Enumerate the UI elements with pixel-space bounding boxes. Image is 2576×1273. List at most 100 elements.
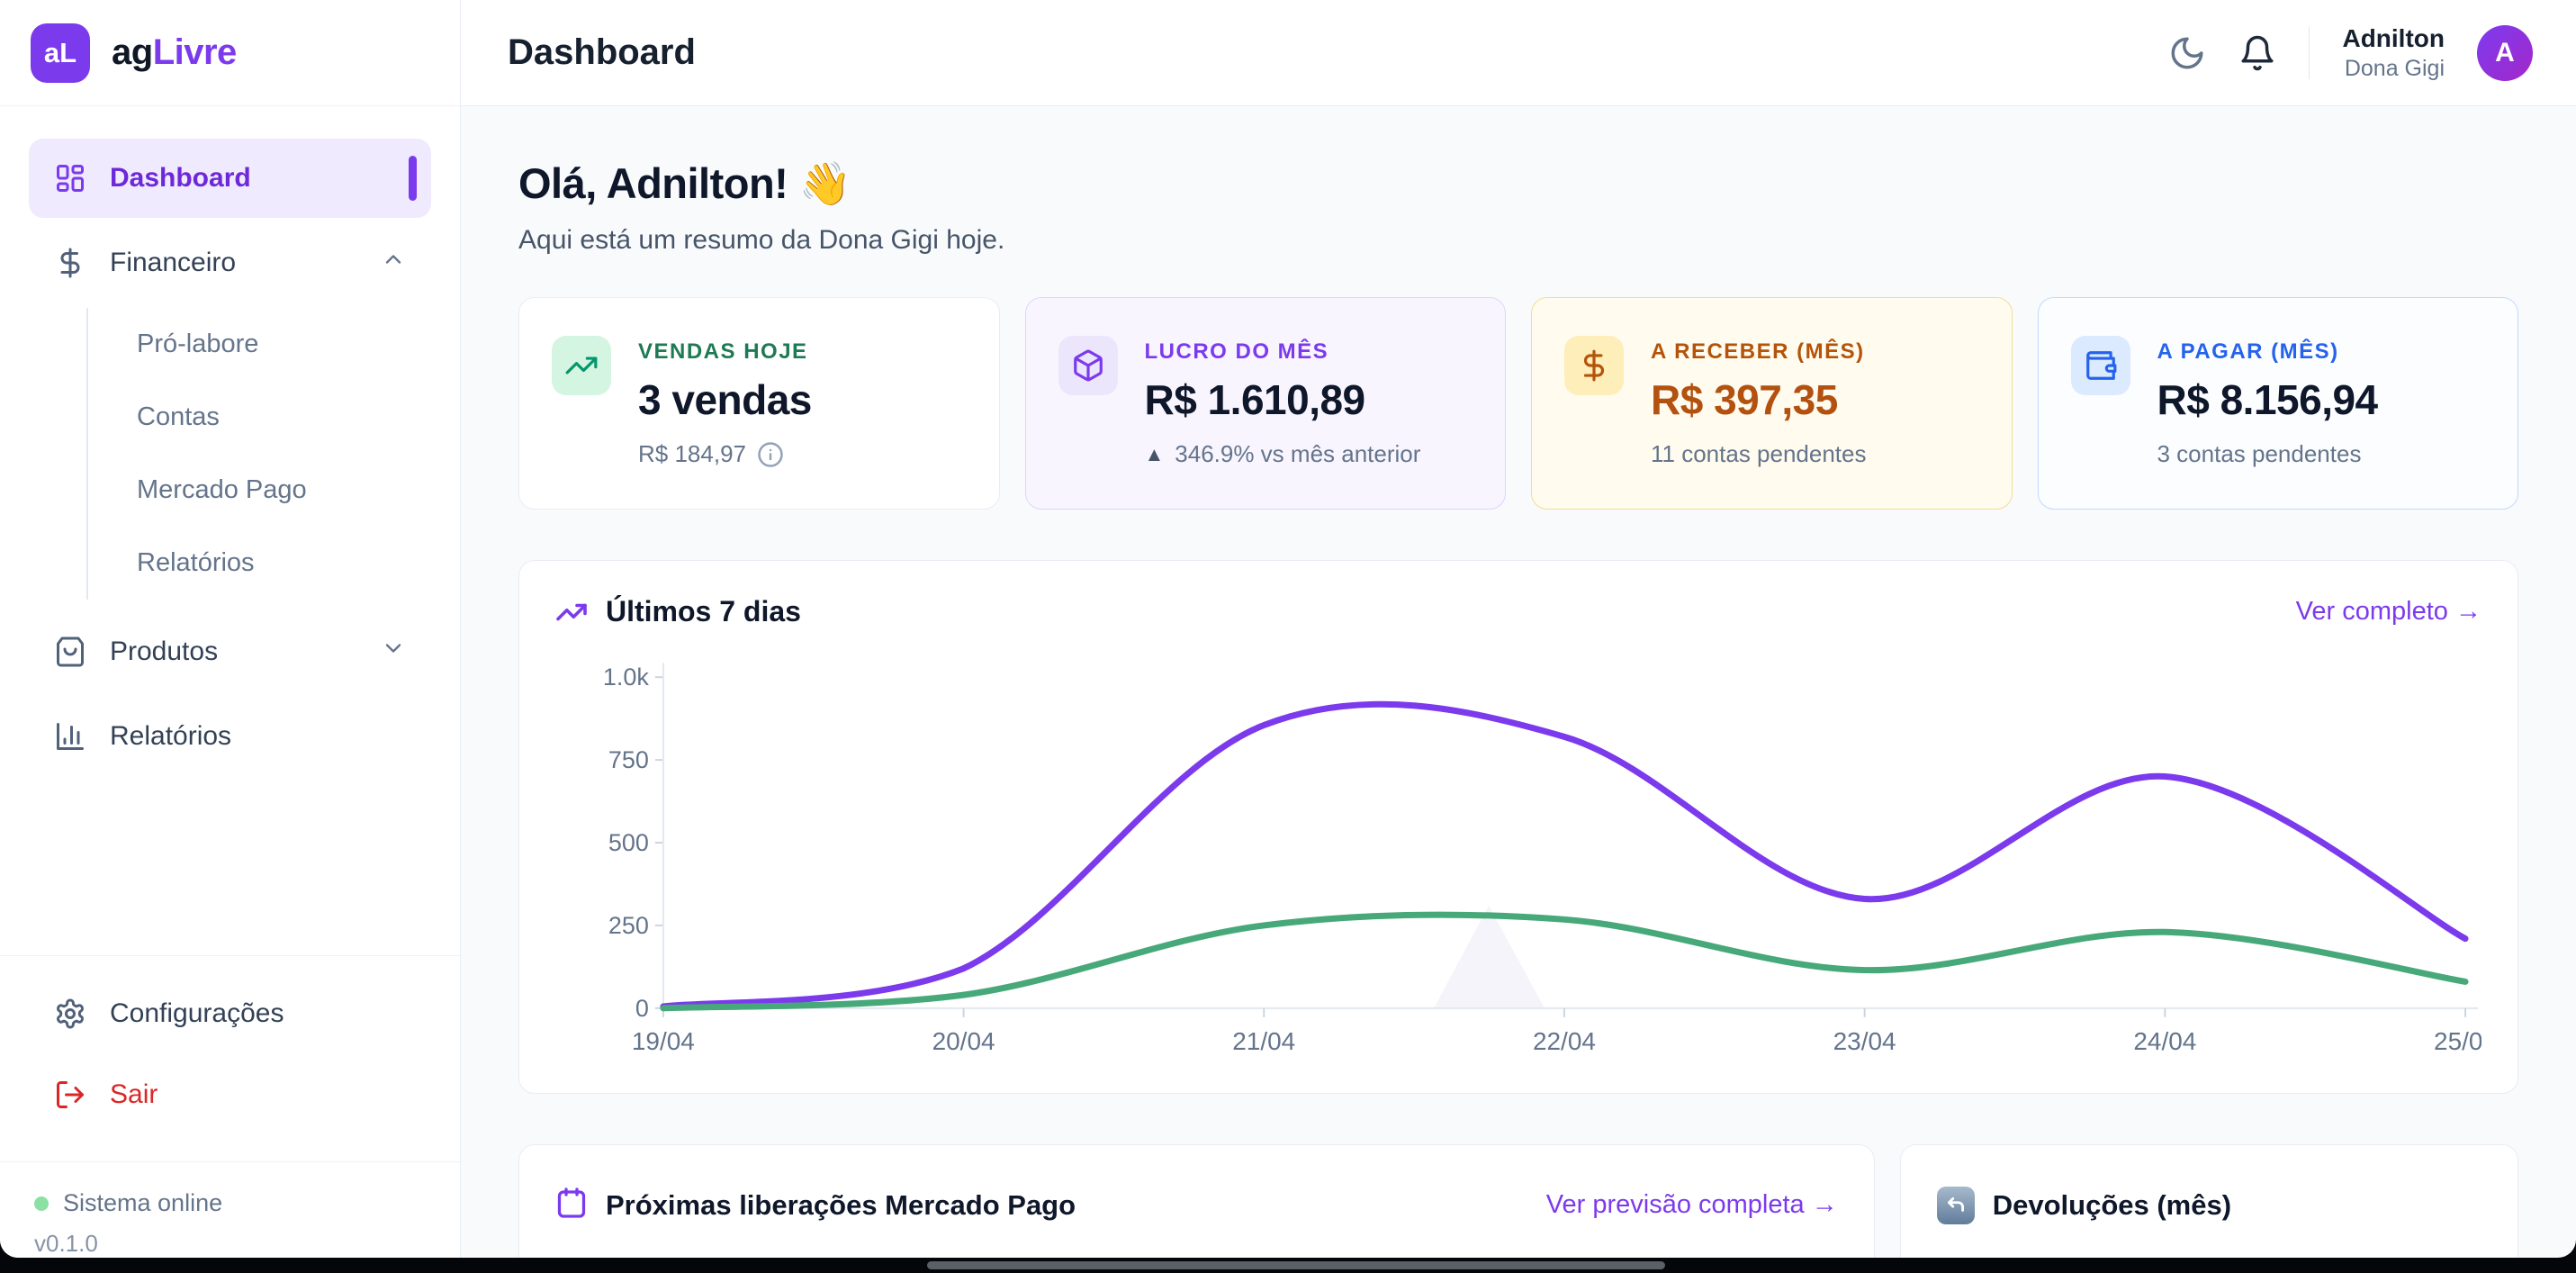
- stat-card-vendas-hoje: VENDAS HOJE 3 vendas R$ 184,97: [518, 297, 1000, 510]
- bottom-cards-row: Próximas liberações Mercado Pago Ver pre…: [518, 1144, 2518, 1258]
- return-arrow-icon: [1936, 1187, 1975, 1224]
- sidebar-footer: Sistema online v0.1.0: [0, 1161, 460, 1258]
- svg-text:23/04: 23/04: [1833, 1027, 1896, 1055]
- sidebar-item-produtos[interactable]: Produtos: [29, 612, 431, 691]
- svg-text:21/04: 21/04: [1232, 1027, 1295, 1055]
- header-actions: Adnilton Dona Gigi A: [2168, 24, 2533, 82]
- avatar[interactable]: A: [2477, 24, 2533, 81]
- top-header: Dashboard Adnilton Dona Gigi A: [461, 0, 2576, 106]
- sidebar-item-label: Dashboard: [110, 163, 251, 193]
- stat-card-lucro-mes: LUCRO DO MÊS R$ 1.610,89 ▲ 346.9% vs mês…: [1024, 297, 1506, 510]
- window-bottom-strip: [0, 1258, 2576, 1273]
- svg-text:0: 0: [635, 995, 649, 1022]
- card-header: Devoluções (mês): [1936, 1187, 2481, 1224]
- card-title: Devoluções (mês): [1992, 1189, 2232, 1221]
- sidebar-item-label: Relatórios: [110, 721, 232, 751]
- stats-row: VENDAS HOJE 3 vendas R$ 184,97 LUCRO DO …: [518, 297, 2518, 510]
- theme-toggle-button[interactable]: [2168, 34, 2206, 72]
- stat-card-a-receber: A RECEBER (MÊS) R$ 397,35 11 contas pend…: [1531, 297, 2013, 510]
- line-chart-canvas: 0 250 500 750 1.0k 19/04 20/04 21/04 22/04 23/04 2…: [603, 663, 2481, 1055]
- brand-header: aL agLivre: [0, 0, 460, 106]
- status-label: Sistema online: [63, 1189, 223, 1216]
- status-online-dot: [34, 1196, 49, 1211]
- stat-value: R$ 8.156,94: [2157, 376, 2379, 423]
- brand-name: agLivre: [112, 32, 237, 73]
- stat-value: 3 vendas: [638, 376, 812, 423]
- gear-icon: [57, 998, 84, 1029]
- brand-logo: aL: [31, 23, 90, 83]
- sidebar-item-label: Configurações: [110, 998, 284, 1028]
- svg-text:19/04: 19/04: [632, 1027, 695, 1055]
- sidebar: aL agLivre Dashboard Financeiro Pró-labo…: [0, 0, 461, 1258]
- sidebar-item-label: Produtos: [110, 636, 219, 666]
- sidebar-item-configuracoes[interactable]: Configurações: [29, 976, 431, 1052]
- chart-card-ultimos-7-dias: Últimos 7 dias Ver completo → 0 250 500 750…: [518, 560, 2518, 1094]
- svg-text:25/04: 25/04: [2434, 1027, 2481, 1055]
- card-devolucoes: Devoluções (mês): [1899, 1144, 2518, 1258]
- horizontal-scrollbar-thumb[interactable]: [927, 1261, 1665, 1269]
- trend-up-arrow: ▲: [1144, 442, 1165, 465]
- sidebar-item-relatorios[interactable]: Relatórios: [29, 697, 431, 776]
- header-divider: [2309, 26, 2310, 79]
- info-icon[interactable]: [757, 441, 784, 468]
- bell-icon: [2241, 35, 2274, 70]
- sidebar-subitem-mercado-pago[interactable]: Mercado Pago: [137, 475, 307, 504]
- stat-value: R$ 397,35: [1651, 376, 1838, 423]
- system-status: Sistema online: [34, 1189, 426, 1217]
- sidebar-subitem-contas[interactable]: Contas: [137, 402, 220, 431]
- user-org: Dona Gigi: [2344, 55, 2445, 81]
- stat-label: VENDAS HOJE: [638, 339, 808, 364]
- sidebar-item-label: Sair: [110, 1079, 158, 1109]
- financeiro-submenu: Pró-labore Contas Mercado Pago Relatórios: [86, 308, 431, 600]
- chevron-down-icon: [381, 636, 406, 668]
- trending-up-icon: [556, 603, 587, 620]
- svg-text:1.0k: 1.0k: [603, 664, 649, 691]
- dollar-icon: [60, 248, 80, 278]
- app-version: v0.1.0: [34, 1230, 98, 1257]
- sidebar-nav: Dashboard Financeiro Pró-labore Contas Mer…: [0, 106, 460, 781]
- brand-logo-mark: aL: [43, 36, 77, 68]
- svg-text:250: 250: [608, 912, 649, 939]
- ver-completo-link[interactable]: Ver completo →: [2295, 597, 2481, 626]
- brand-name-accent: Livre: [152, 32, 238, 72]
- wallet-icon: [2070, 336, 2130, 395]
- notifications-button[interactable]: [2238, 34, 2276, 72]
- card-header: Próximas liberações Mercado Pago Ver pre…: [555, 1187, 1838, 1223]
- wave-emoji: 👋: [798, 159, 852, 207]
- card-proximas-liberacoes: Próximas liberações Mercado Pago Ver pre…: [518, 1144, 1875, 1258]
- shopping-bag-icon: [57, 636, 84, 667]
- bar-chart-icon: [57, 723, 84, 750]
- sidebar-item-sair[interactable]: Sair: [29, 1057, 431, 1133]
- brand-name-prefix: ag: [112, 32, 153, 72]
- chevron-up-icon: [381, 247, 406, 279]
- chart-card-header: Últimos 7 dias Ver completo →: [555, 595, 2481, 628]
- logout-icon: [57, 1081, 84, 1108]
- stat-sub: 3 contas pendentes: [2157, 440, 2362, 467]
- chart-title: Últimos 7 dias: [606, 595, 801, 627]
- calendar-icon: [555, 1187, 588, 1223]
- user-name: Adnilton: [2342, 23, 2445, 52]
- main-area: Dashboard Adnilton Dona Gigi A Olá, Adni…: [461, 0, 2576, 1258]
- sidebar-subitem-relat-rios[interactable]: Relatórios: [137, 548, 255, 577]
- dashboard-icon: [57, 165, 84, 192]
- user-info: Adnilton Dona Gigi: [2342, 24, 2445, 82]
- stat-label: LUCRO DO MÊS: [1144, 339, 1329, 364]
- moon-icon: [2172, 37, 2203, 68]
- page-title: Dashboard: [508, 32, 696, 72]
- stat-card-a-pagar: A PAGAR (MÊS) R$ 8.156,94 3 contas pende…: [2037, 297, 2518, 510]
- sidebar-item-dashboard[interactable]: Dashboard: [29, 139, 431, 218]
- stat-label: A PAGAR (MÊS): [2157, 339, 2339, 364]
- svg-text:22/04: 22/04: [1533, 1027, 1596, 1055]
- stat-sub: ▲ 346.9% vs mês anterior: [1144, 440, 1421, 467]
- svg-text:750: 750: [608, 746, 649, 773]
- greeting-title: Olá, Adnilton! 👋: [518, 159, 852, 207]
- card-title: Próximas liberações Mercado Pago: [606, 1188, 1076, 1221]
- ver-previsao-link[interactable]: Ver previsão completa →: [1545, 1190, 1838, 1219]
- svg-text:500: 500: [608, 829, 649, 856]
- package-icon: [1058, 336, 1118, 395]
- sidebar-item-financeiro[interactable]: Financeiro: [29, 223, 431, 302]
- avatar-initial: A: [2495, 37, 2515, 68]
- stat-value: R$ 1.610,89: [1144, 376, 1366, 423]
- sidebar-subitem-pr-labore[interactable]: Pró-labore: [137, 330, 259, 358]
- trending-up-icon: [552, 336, 611, 395]
